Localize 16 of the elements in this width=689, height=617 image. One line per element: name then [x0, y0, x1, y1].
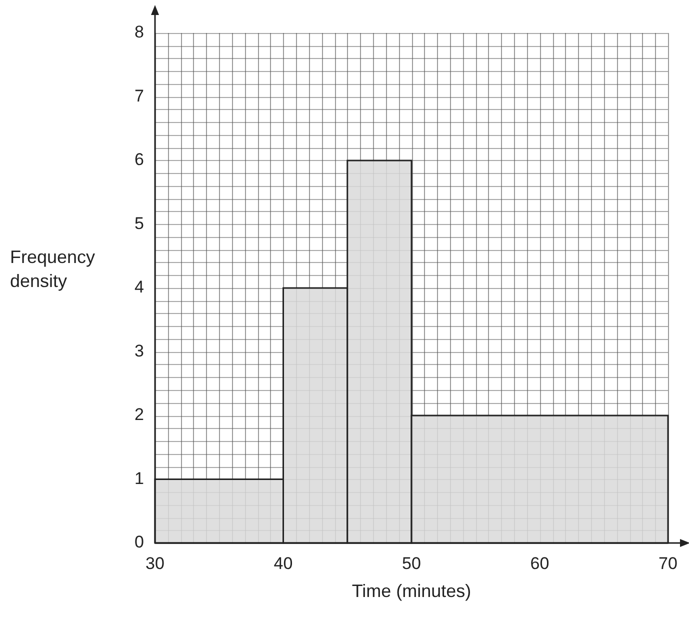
x-tick-label: 30 — [146, 554, 164, 573]
y-tick-label: 6 — [134, 150, 144, 170]
x-tick-label: 50 — [402, 554, 421, 573]
x-tick-label: 40 — [274, 554, 293, 573]
y-tick-label: 8 — [134, 22, 144, 42]
y-tick-label: 4 — [134, 278, 144, 297]
y-tick-label: 5 — [134, 214, 144, 233]
y-tick-label: 7 — [134, 86, 144, 106]
y-tick-label: 2 — [134, 405, 144, 424]
y-tick-label: 0 — [134, 532, 144, 552]
x-axis-title: Time (minutes) — [352, 581, 472, 602]
y-axis-title: Frequency density — [10, 246, 96, 293]
x-tick-label: 70 — [658, 554, 678, 573]
x-tick-label: 60 — [530, 554, 550, 573]
y-tick-label: 3 — [134, 341, 144, 360]
y-tick-label: 1 — [134, 468, 144, 488]
